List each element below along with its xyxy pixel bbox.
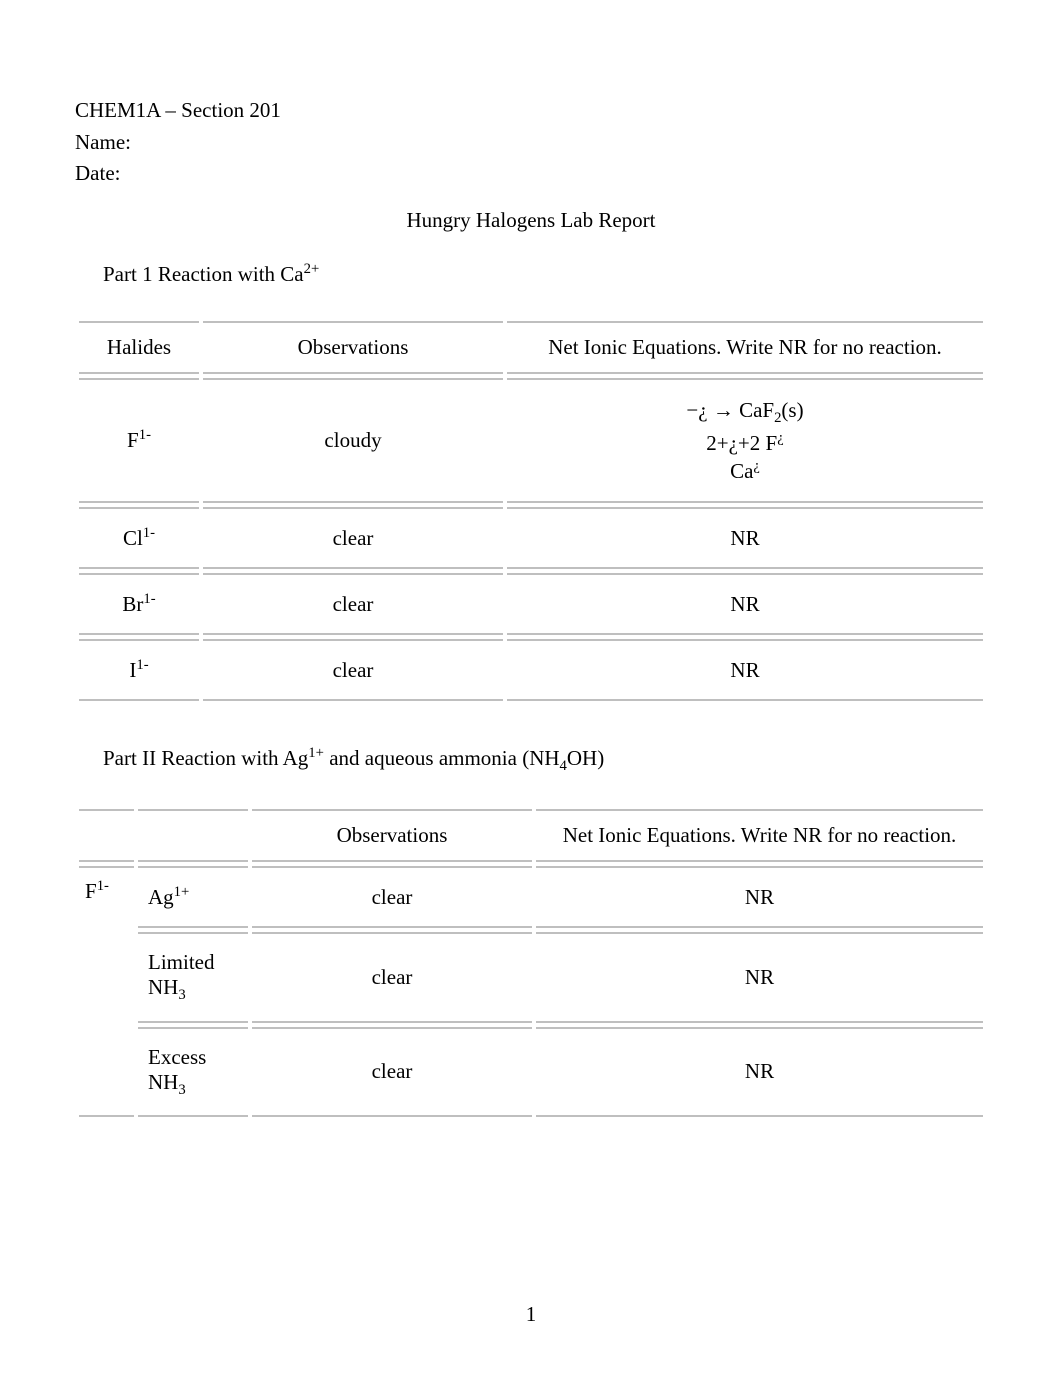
- page-number: 1: [0, 1302, 1062, 1327]
- part1-heading-sup: 2+: [304, 261, 320, 277]
- eq2sup: ¿: [777, 430, 784, 446]
- table-header-row: Observations Net Ionic Equations. Write …: [79, 809, 983, 862]
- halide-cell: Cl1-: [79, 507, 199, 569]
- reagent-line2-sub: 3: [178, 1082, 185, 1098]
- halide-sup: 1-: [143, 525, 155, 541]
- col-observations: Observations: [203, 321, 503, 374]
- reagent-sup: 1+: [174, 884, 190, 900]
- reagent-line1: Excess: [148, 1045, 206, 1069]
- equation-cell: NR: [536, 1027, 983, 1117]
- equation-cell: NR: [536, 866, 983, 928]
- eq2i: ¿: [729, 431, 738, 455]
- halide-base: Br: [122, 592, 143, 616]
- reagent-line2-sub: 3: [178, 988, 185, 1004]
- part1-table: Halides Observations Net Ionic Equations…: [75, 317, 987, 706]
- name-label: Name:: [75, 127, 987, 159]
- observation-cell: clear: [203, 507, 503, 569]
- equation-cell: NR: [507, 507, 983, 569]
- part2-heading-sub: 4: [560, 758, 567, 774]
- part2-heading-mid: and aqueous ammonia (NH: [324, 746, 560, 770]
- observation-cell: clear: [252, 866, 532, 928]
- equation-cell: NR: [507, 639, 983, 701]
- part2-table: Observations Net Ionic Equations. Write …: [75, 805, 987, 1120]
- eq1a: −: [686, 398, 698, 422]
- table-row: Cl1- clear NR: [79, 507, 983, 569]
- halide-cell: F1-: [79, 378, 199, 504]
- table-row: Br1- clear NR: [79, 573, 983, 635]
- part2-heading-sup: 1+: [308, 745, 324, 761]
- observation-cell: clear: [203, 573, 503, 635]
- part2-heading-prefix: Part II Reaction with Ag: [103, 746, 308, 770]
- group-label-base: F: [85, 879, 97, 903]
- observation-cell: cloudy: [203, 378, 503, 504]
- eq3sup: ¿: [753, 458, 760, 474]
- halide-sup: 1-: [136, 657, 148, 673]
- reagent-line1: Limited: [148, 950, 215, 974]
- eq1i: ¿: [698, 398, 707, 422]
- observation-cell: clear: [203, 639, 503, 701]
- eq2a: 2+: [706, 431, 728, 455]
- group-label-sup: 1-: [97, 878, 109, 894]
- col-observations: Observations: [252, 809, 532, 862]
- eq1b: → CaF: [708, 398, 775, 422]
- table-row: F1- cloudy −¿ → CaF2(s) 2+¿+2 F¿ Ca¿: [79, 378, 983, 504]
- table-row: Excess NH3 clear NR: [79, 1027, 983, 1117]
- table-row: I1- clear NR: [79, 639, 983, 701]
- reagent-cell: Ag1+: [138, 866, 248, 928]
- part2-heading: Part II Reaction with Ag1+ and aqueous a…: [103, 745, 987, 775]
- part1-heading: Part 1 Reaction with Ca2+: [103, 261, 987, 287]
- eq3a: Ca: [730, 459, 753, 483]
- table-row: Limited NH3 clear NR: [79, 932, 983, 1022]
- page-title: Hungry Halogens Lab Report: [75, 208, 987, 233]
- reagent-cell: Excess NH3: [138, 1027, 248, 1117]
- col-empty-b: [138, 809, 248, 862]
- halide-sup: 1-: [139, 427, 151, 443]
- part1-heading-prefix: Part 1 Reaction with Ca: [103, 262, 304, 286]
- halide-sup: 1-: [143, 591, 155, 607]
- reagent-cell: Limited NH3: [138, 932, 248, 1022]
- col-equations: Net Ionic Equations. Write NR for no rea…: [536, 809, 983, 862]
- reagent-line2-base: NH: [148, 1070, 178, 1094]
- col-halides: Halides: [79, 321, 199, 374]
- eq-line-3: Ca¿: [686, 457, 803, 485]
- equation-cell: NR: [507, 573, 983, 635]
- col-equations: Net Ionic Equations. Write NR for no rea…: [507, 321, 983, 374]
- equation-cell: −¿ → CaF2(s) 2+¿+2 F¿ Ca¿: [507, 378, 983, 504]
- halide-cell: I1-: [79, 639, 199, 701]
- col-empty-a: [79, 809, 134, 862]
- reagent-base: Ag: [148, 885, 174, 909]
- equation-stack: −¿ → CaF2(s) 2+¿+2 F¿ Ca¿: [686, 396, 803, 486]
- table-header-row: Halides Observations Net Ionic Equations…: [79, 321, 983, 374]
- halide-cell: Br1-: [79, 573, 199, 635]
- part2-heading-suffix: OH): [567, 746, 604, 770]
- equation-cell: NR: [536, 932, 983, 1022]
- halide-base: Cl: [123, 526, 143, 550]
- observation-cell: clear: [252, 932, 532, 1022]
- eq2b: +2 F: [738, 431, 777, 455]
- eq-line-2: 2+¿+2 F¿: [686, 429, 803, 457]
- eq-line-1: −¿ → CaF2(s): [686, 396, 803, 429]
- table-row: F1- Ag1+ clear NR: [79, 866, 983, 928]
- reagent-line2-base: NH: [148, 975, 178, 999]
- halide-base: F: [127, 428, 139, 452]
- date-label: Date:: [75, 158, 987, 190]
- course-line: CHEM1A – Section 201: [75, 95, 987, 127]
- observation-cell: clear: [252, 1027, 532, 1117]
- eq1c: (s): [781, 398, 803, 422]
- group-label-cell: F1-: [79, 866, 134, 1116]
